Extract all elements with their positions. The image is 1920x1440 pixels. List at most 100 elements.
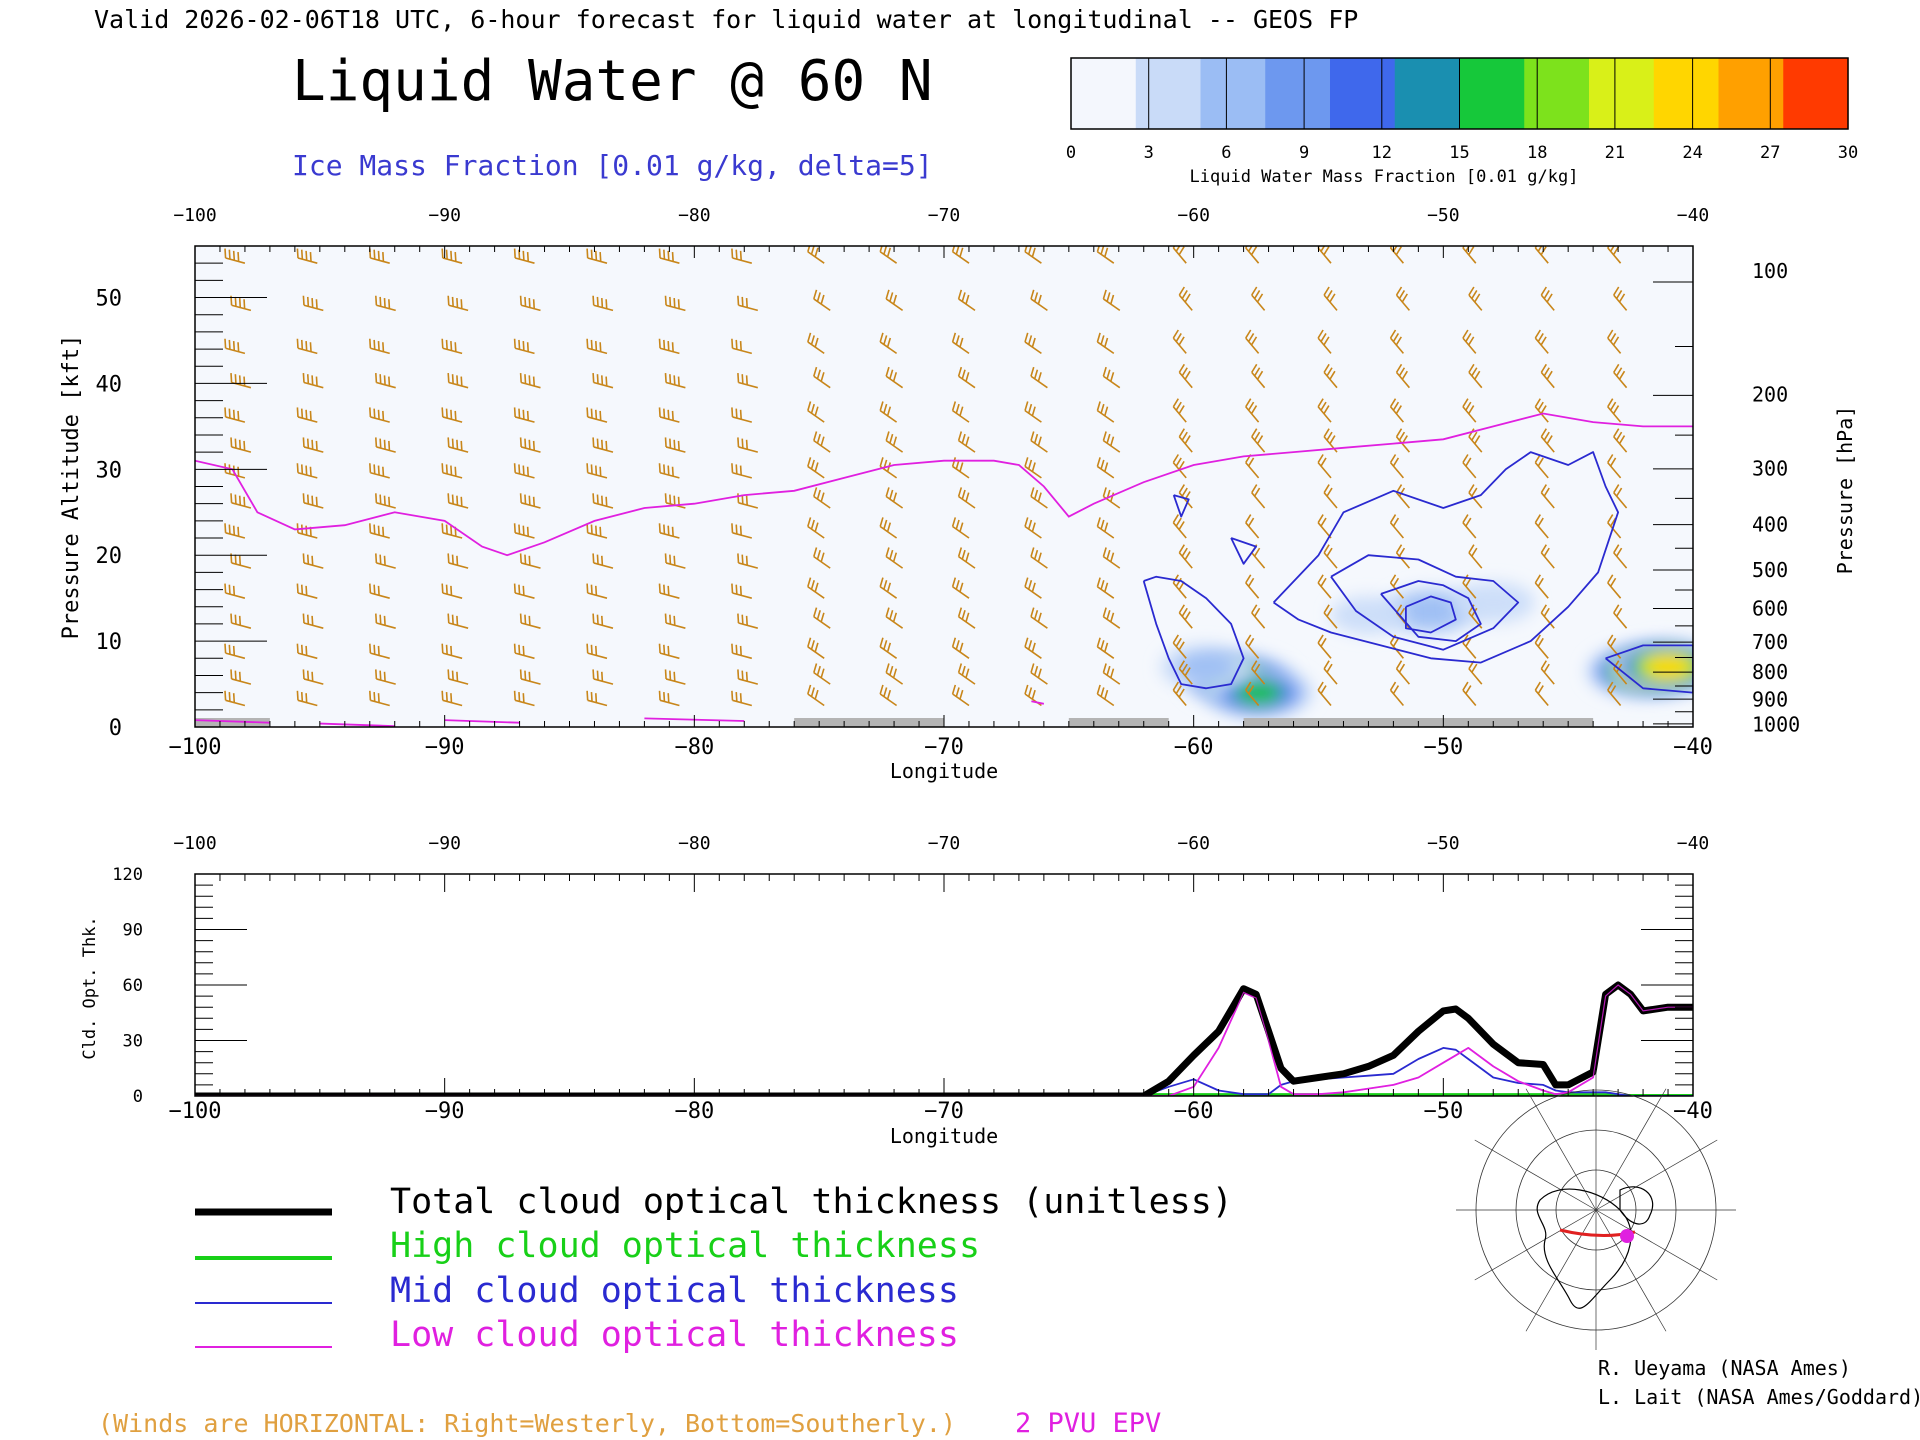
wind-barb <box>879 637 898 659</box>
top-tick-label: −80 <box>678 205 711 226</box>
colorbar-swatch <box>1200 58 1266 129</box>
wind-barb <box>879 401 898 423</box>
wind-barb <box>519 493 541 509</box>
bottom-plot-frame <box>194 873 1694 1097</box>
wind-barb <box>375 493 396 509</box>
pressure-tick-label: 200 <box>1752 383 1788 407</box>
top-ylabel: Pressure Altitude [kft] <box>59 335 84 640</box>
wind-barb <box>375 437 396 453</box>
liquid-water-blob <box>1611 639 1693 695</box>
wind-barb <box>1323 363 1338 389</box>
wind-barb <box>658 248 680 264</box>
meridian <box>1595 1088 1667 1211</box>
wind-barb <box>513 643 535 660</box>
wind-barb <box>1613 544 1628 569</box>
wind-barb <box>1468 363 1483 389</box>
wind-barb <box>951 401 970 423</box>
wind-barb <box>1024 401 1042 423</box>
wind-barb <box>441 583 463 599</box>
wind-barbs <box>224 246 1628 707</box>
wind-barb <box>807 401 825 423</box>
wind-barb <box>664 437 686 453</box>
wind-barb <box>1613 286 1628 311</box>
wind-barb <box>1251 484 1266 509</box>
wind-barb <box>513 463 535 479</box>
colorbar-swatch <box>1394 58 1461 129</box>
wind-barb <box>1323 544 1338 569</box>
y-tick-label: 50 <box>96 287 123 312</box>
wind-barb <box>224 407 246 423</box>
wind-barb <box>1178 660 1193 685</box>
liquid-water-level <box>1451 581 1535 624</box>
wind-barb <box>1323 604 1338 629</box>
bottom-ylabel: Cld. Opt. Thk. <box>80 916 100 1059</box>
wind-barb <box>1102 431 1121 453</box>
wind-barb <box>957 663 976 685</box>
wind-barb <box>447 669 469 685</box>
top-tick-label: −50 <box>1427 205 1460 226</box>
wind-barb <box>586 248 608 264</box>
colorbar-tick-label: 12 <box>1372 143 1392 163</box>
wind-barb <box>302 613 324 629</box>
meridian <box>1595 1209 1667 1332</box>
colorbar-swatch <box>1783 58 1849 129</box>
optical-thickness-panel: −100 −90 −80 −70 −60 −50 −40 −100 −90 −80 −70 −60 −5… <box>112 833 1713 1124</box>
wind-barb <box>1251 363 1266 389</box>
wind-barb <box>1178 428 1193 453</box>
wind-barb <box>807 457 825 479</box>
top-tick-label: −60 <box>1177 833 1210 854</box>
wind-barb <box>1534 329 1549 354</box>
wind-barb <box>1323 428 1338 453</box>
valid-line: Valid 2026-02-06T18 UTC, 6-hour forecast… <box>94 5 1358 34</box>
wind-barb <box>1607 634 1622 659</box>
wind-barb <box>1462 454 1477 479</box>
colorbar-tick-label: 0 <box>1066 143 1076 163</box>
colorbar-swatch <box>1718 58 1784 129</box>
wind-barb <box>441 248 463 264</box>
wind-barb <box>302 437 324 453</box>
low-cloud-overlay <box>195 984 1693 1096</box>
wind-barb <box>1172 514 1187 539</box>
x-tick-label: −40 <box>1673 1099 1713 1124</box>
wind-barb <box>1468 544 1483 569</box>
top-tick-label: −90 <box>428 833 461 854</box>
legend-total: Total cloud optical thickness (unitless) <box>390 1182 1233 1222</box>
wind-barb <box>592 493 614 509</box>
wind-barb <box>1251 428 1266 453</box>
legend: Total cloud optical thickness (unitless)… <box>195 1182 1233 1355</box>
wind-barb <box>664 669 686 685</box>
x-tick-label: −80 <box>674 1099 714 1124</box>
colorbar-tick-label: 15 <box>1449 143 1469 163</box>
x-tick-label: −60 <box>1174 735 1214 760</box>
credit-2: L. Lait (NASA Ames/Goddard) <box>1598 1385 1920 1409</box>
meridian <box>1525 1088 1597 1211</box>
wind-barb <box>1030 366 1048 389</box>
wind-barb <box>1317 634 1332 659</box>
wind-barb <box>1096 684 1115 707</box>
wind-barb <box>1030 487 1048 509</box>
wind-barb <box>1245 634 1260 659</box>
series-line-2 <box>195 1047 1693 1096</box>
wind-barb <box>885 547 904 569</box>
chart-title: Liquid Water @ 60 N <box>292 49 933 114</box>
wind-barb <box>519 295 541 312</box>
pvu-surface-segment <box>319 722 395 727</box>
wind-barb <box>1178 286 1193 311</box>
legend-low: Low cloud optical thickness <box>390 1315 959 1355</box>
wind-barb <box>813 607 831 629</box>
wind-barb <box>885 487 904 509</box>
wind-barb <box>737 437 759 453</box>
wind-barb <box>1389 398 1405 423</box>
wind-barb <box>1096 457 1115 479</box>
wind-barb <box>230 553 252 569</box>
x-tick-label: −90 <box>425 1099 465 1124</box>
wind-barb <box>879 517 898 539</box>
wind-barb <box>513 690 535 707</box>
wind-barb <box>1245 681 1260 707</box>
wind-barb <box>813 366 831 389</box>
ice-contour <box>1172 494 1190 518</box>
wind-barb <box>879 684 898 707</box>
wind-barb <box>441 407 463 423</box>
wind-barb <box>1317 398 1332 423</box>
wind-barb <box>513 583 535 599</box>
